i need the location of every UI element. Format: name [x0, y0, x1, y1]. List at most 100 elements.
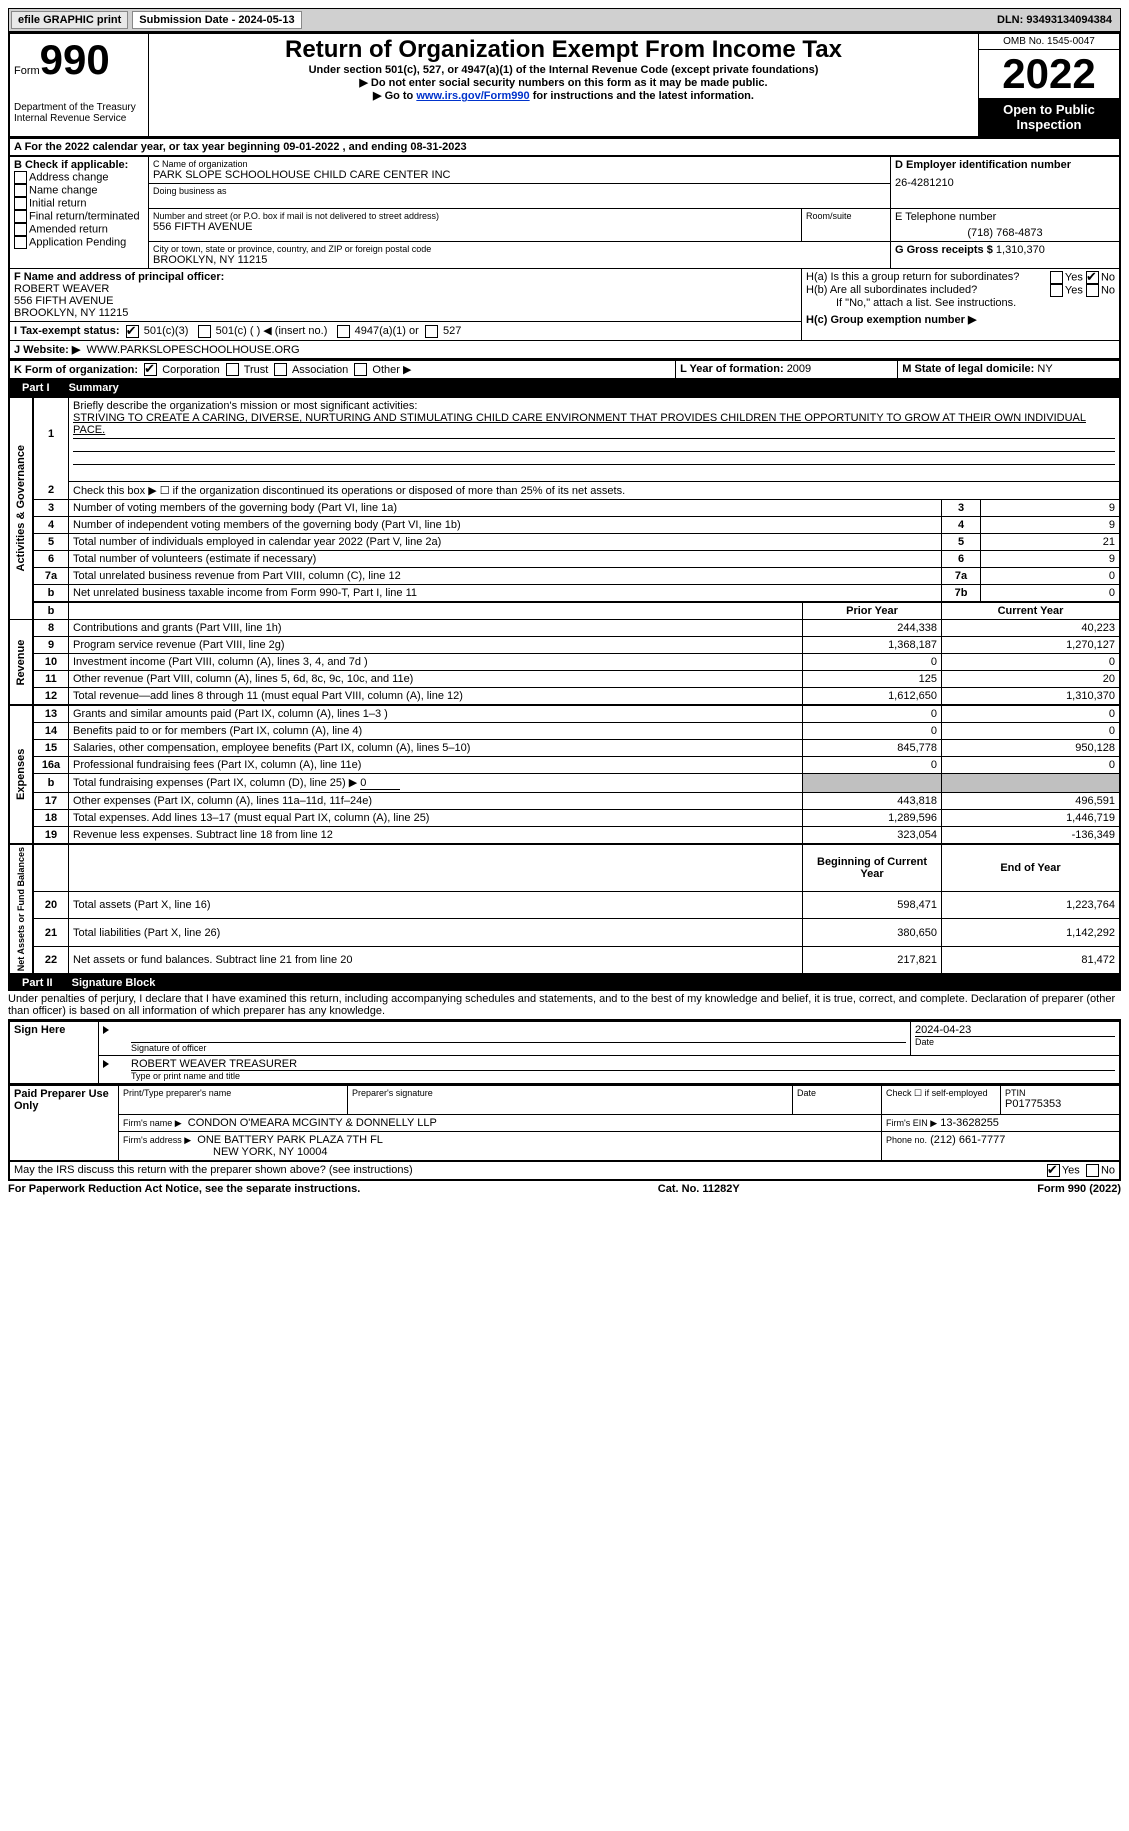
line-number: 5 [33, 534, 69, 551]
part-1-title: Summary [69, 382, 119, 394]
dln-label: DLN: 93493134094384 [997, 14, 1118, 26]
row-k-l-m: K Form of organization: Corporation Trus… [8, 360, 1121, 381]
check-final-return[interactable]: Final return/terminated [14, 210, 144, 223]
line-label: Grants and similar amounts paid (Part IX… [69, 705, 803, 723]
street-value: 556 FIFTH AVENUE [153, 221, 797, 233]
discuss-no[interactable]: No [1086, 1164, 1115, 1177]
line-number: 14 [33, 723, 69, 740]
table-row: 9 Program service revenue (Part VIII, li… [9, 637, 1120, 654]
cat-number: Cat. No. 11282Y [658, 1183, 740, 1195]
check-527[interactable]: 527 [425, 325, 461, 337]
check-initial-return[interactable]: Initial return [14, 197, 144, 210]
check-name-change[interactable]: Name change [14, 184, 144, 197]
current-value: 950,128 [942, 740, 1121, 757]
prior-value: 244,338 [803, 620, 942, 637]
check-application-pending[interactable]: Application Pending [14, 236, 144, 249]
line-number: 18 [33, 810, 69, 827]
current-value: 0 [942, 757, 1121, 774]
street-label: Number and street (or P.O. box if mail i… [153, 211, 797, 221]
h-b-yes[interactable]: Yes [1050, 284, 1083, 297]
part-2-header: Part II Signature Block [8, 975, 1121, 991]
opt-label: Association [292, 364, 348, 376]
check-4947[interactable]: 4947(a)(1) or [337, 325, 419, 337]
line-box: 5 [942, 534, 981, 551]
line-number: 3 [33, 500, 69, 517]
line-number: 16a [33, 757, 69, 774]
col-current-year: Current Year [942, 602, 1121, 620]
irs-form990-link[interactable]: www.irs.gov/Form990 [416, 90, 529, 102]
penalties-statement: Under penalties of perjury, I declare th… [8, 991, 1121, 1020]
prior-value: 217,821 [803, 946, 942, 974]
table-row: 20 Total assets (Part X, line 16) 598,47… [9, 892, 1120, 919]
part-2-title: Signature Block [72, 977, 156, 989]
officer-addr1: 556 FIFTH AVENUE [14, 295, 797, 307]
table-row: 22 Net assets or fund balances. Subtract… [9, 946, 1120, 974]
line-value: 0 [981, 568, 1121, 585]
prior-value: 0 [803, 654, 942, 671]
line-number: 6 [33, 551, 69, 568]
check-amended-return[interactable]: Amended return [14, 223, 144, 236]
current-value: 0 [942, 723, 1121, 740]
check-corporation[interactable]: Corporation [144, 364, 220, 376]
line-number: 11 [33, 671, 69, 688]
table-row: 11 Other revenue (Part VIII, column (A),… [9, 671, 1120, 688]
vtab-revenue: Revenue [9, 620, 33, 706]
table-row: 12 Total revenue—add lines 8 through 11 … [9, 688, 1120, 706]
sign-here-label: Sign Here [9, 1021, 99, 1084]
check-501c3[interactable]: 501(c)(3) [126, 325, 189, 337]
summary-table: Activities & Governance 1 Briefly descri… [8, 396, 1121, 975]
line-label: Total liabilities (Part X, line 26) [69, 919, 803, 946]
table-row: 16a Professional fundraising fees (Part … [9, 757, 1120, 774]
ptin-label: PTIN [1005, 1088, 1115, 1098]
website-label: J Website: ▶ [14, 344, 80, 356]
print-preparer-label: Print/Type preparer's name [123, 1088, 343, 1098]
check-other[interactable]: Other ▶ [354, 364, 411, 376]
year-formation-label: L Year of formation: [680, 363, 784, 375]
table-row: 3 Number of voting members of the govern… [9, 500, 1120, 517]
current-value: 1,310,370 [942, 688, 1121, 706]
line-number: 20 [33, 892, 69, 919]
prior-value: 0 [803, 723, 942, 740]
opt-label: 4947(a)(1) or [355, 325, 419, 337]
line-number: 15 [33, 740, 69, 757]
yes-label: Yes [1062, 1165, 1080, 1177]
check-501c[interactable]: 501(c) ( ) ◀ (insert no.) [198, 325, 328, 337]
check-address-change[interactable]: Address change [14, 171, 144, 184]
prior-value: 443,818 [803, 793, 942, 810]
h-a-label: H(a) Is this a group return for subordin… [806, 271, 1050, 284]
website-value: WWW.PARKSLOPESCHOOLHOUSE.ORG [86, 344, 299, 356]
firm-addr2: NEW YORK, NY 10004 [213, 1146, 328, 1158]
tax-exempt-label: I Tax-exempt status: [14, 325, 120, 337]
line-label: Contributions and grants (Part VIII, lin… [69, 620, 803, 637]
part-1-label: Part I [14, 380, 58, 396]
current-value: 40,223 [942, 620, 1121, 637]
h-b-note: If "No," attach a list. See instructions… [806, 297, 1115, 309]
line-label: Total expenses. Add lines 13–17 (must eq… [69, 810, 803, 827]
city-label: City or town, state or province, country… [153, 244, 886, 254]
prior-value: 125 [803, 671, 942, 688]
ptin-value: P01775353 [1005, 1098, 1115, 1110]
table-row: b Net unrelated business taxable income … [9, 585, 1120, 603]
line-number: 22 [33, 946, 69, 974]
preparer-date-label: Date [797, 1088, 877, 1098]
opt-label: 501(c) ( ) ◀ (insert no.) [216, 325, 328, 337]
line-number: 13 [33, 705, 69, 723]
table-row: 7a Total unrelated business revenue from… [9, 568, 1120, 585]
line-number: 17 [33, 793, 69, 810]
h-a-no[interactable]: No [1086, 271, 1115, 284]
firm-ein-value: 13-3628255 [940, 1117, 999, 1129]
prior-value: 1,289,596 [803, 810, 942, 827]
signature-table: Sign Here Signature of officer 2024-04-2… [8, 1020, 1121, 1085]
line-value: 0 [981, 585, 1121, 603]
current-value: 20 [942, 671, 1121, 688]
line-label: Salaries, other compensation, employee b… [69, 740, 803, 757]
h-a-yes[interactable]: Yes [1050, 271, 1083, 284]
h-b-no[interactable]: No [1086, 284, 1115, 297]
check-association[interactable]: Association [274, 364, 348, 376]
note-goto-pre: ▶ Go to [373, 90, 416, 102]
efile-print-button[interactable]: efile GRAPHIC print [11, 11, 128, 29]
line-box: 4 [942, 517, 981, 534]
discuss-yes[interactable]: Yes [1047, 1164, 1080, 1177]
self-employed-check[interactable]: Check ☐ if self-employed [882, 1086, 1001, 1115]
check-trust[interactable]: Trust [226, 364, 269, 376]
